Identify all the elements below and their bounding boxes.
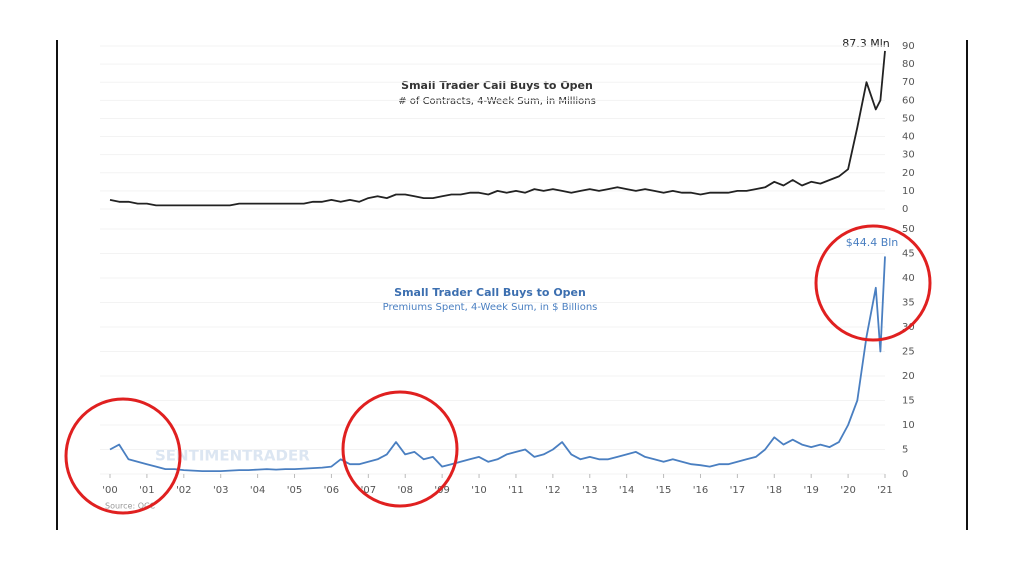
x-tick-label: '04 <box>250 485 265 496</box>
y-tick-label: 40 <box>902 273 915 284</box>
annotation: $44.4 Bln <box>846 236 899 249</box>
chart-subtitle: Premiums Spent, 4-Week Sum, in $ Billion… <box>383 302 598 313</box>
x-tick-label: '02 <box>176 485 191 496</box>
x-tick-label: '09 <box>434 485 449 496</box>
y-tick-label: 90 <box>902 41 915 52</box>
watermark: SENTIMENTRADER <box>155 447 310 465</box>
y-tick-label: 20 <box>902 168 915 179</box>
x-tick-label: '01 <box>139 485 154 496</box>
y-tick-label: 0 <box>902 204 908 215</box>
chart-title: Small Trader Call Buys to Open <box>394 286 586 299</box>
y-tick-label: 25 <box>902 347 915 358</box>
source: Source: OCC <box>105 502 156 511</box>
y-tick-label: 10 <box>902 186 915 197</box>
chart-title: Small Trader Call Buys to Open <box>401 79 593 92</box>
y-tick-label: 70 <box>902 77 915 88</box>
y-tick-label: 50 <box>902 224 915 235</box>
y-tick-label: 30 <box>902 150 915 161</box>
x-tick-label: '00 <box>102 485 117 496</box>
y-tick-label: 40 <box>902 132 915 143</box>
highlight-circle <box>814 224 932 342</box>
x-tick-label: '14 <box>619 485 634 496</box>
x-tick-label: '16 <box>693 485 708 496</box>
x-tick-label: '08 <box>397 485 412 496</box>
x-tick-label: '15 <box>656 485 671 496</box>
series-line <box>109 256 886 472</box>
y-tick-label: 35 <box>902 298 915 309</box>
x-tick-label: '12 <box>545 485 560 496</box>
highlight-circle <box>341 390 459 508</box>
x-tick-label: '20 <box>840 485 855 496</box>
x-tick-label: '18 <box>767 485 782 496</box>
x-tick-label: '05 <box>287 485 302 496</box>
annotation: 87.3 Mln <box>842 37 890 50</box>
y-tick-label: 60 <box>902 95 915 106</box>
chart-subtitle: # of Contracts, 4-Week Sum, in Millions <box>398 96 596 107</box>
y-tick-label: 10 <box>902 420 915 431</box>
x-tick-label: '06 <box>324 485 339 496</box>
x-tick-label: '19 <box>803 485 818 496</box>
x-tick-label: '07 <box>361 485 376 496</box>
y-tick-label: 45 <box>902 249 915 260</box>
y-tick-label: 5 <box>902 445 908 456</box>
x-tick-label: '17 <box>730 485 745 496</box>
y-tick-label: 20 <box>902 371 915 382</box>
x-tick-label: '10 <box>471 485 486 496</box>
x-tick-label: '03 <box>213 485 228 496</box>
x-tick-label: '11 <box>508 485 523 496</box>
highlight-circle <box>64 397 182 515</box>
x-tick-label: '21 <box>877 485 892 496</box>
x-tick-label: '13 <box>582 485 597 496</box>
plots: 010203040506070809005101520253035404550'… <box>100 41 915 496</box>
y-tick-label: 50 <box>902 113 915 124</box>
y-tick-label: 15 <box>902 396 915 407</box>
y-tick-label: 80 <box>902 59 915 70</box>
y-tick-label: 0 <box>902 469 908 480</box>
series-line <box>109 50 886 207</box>
